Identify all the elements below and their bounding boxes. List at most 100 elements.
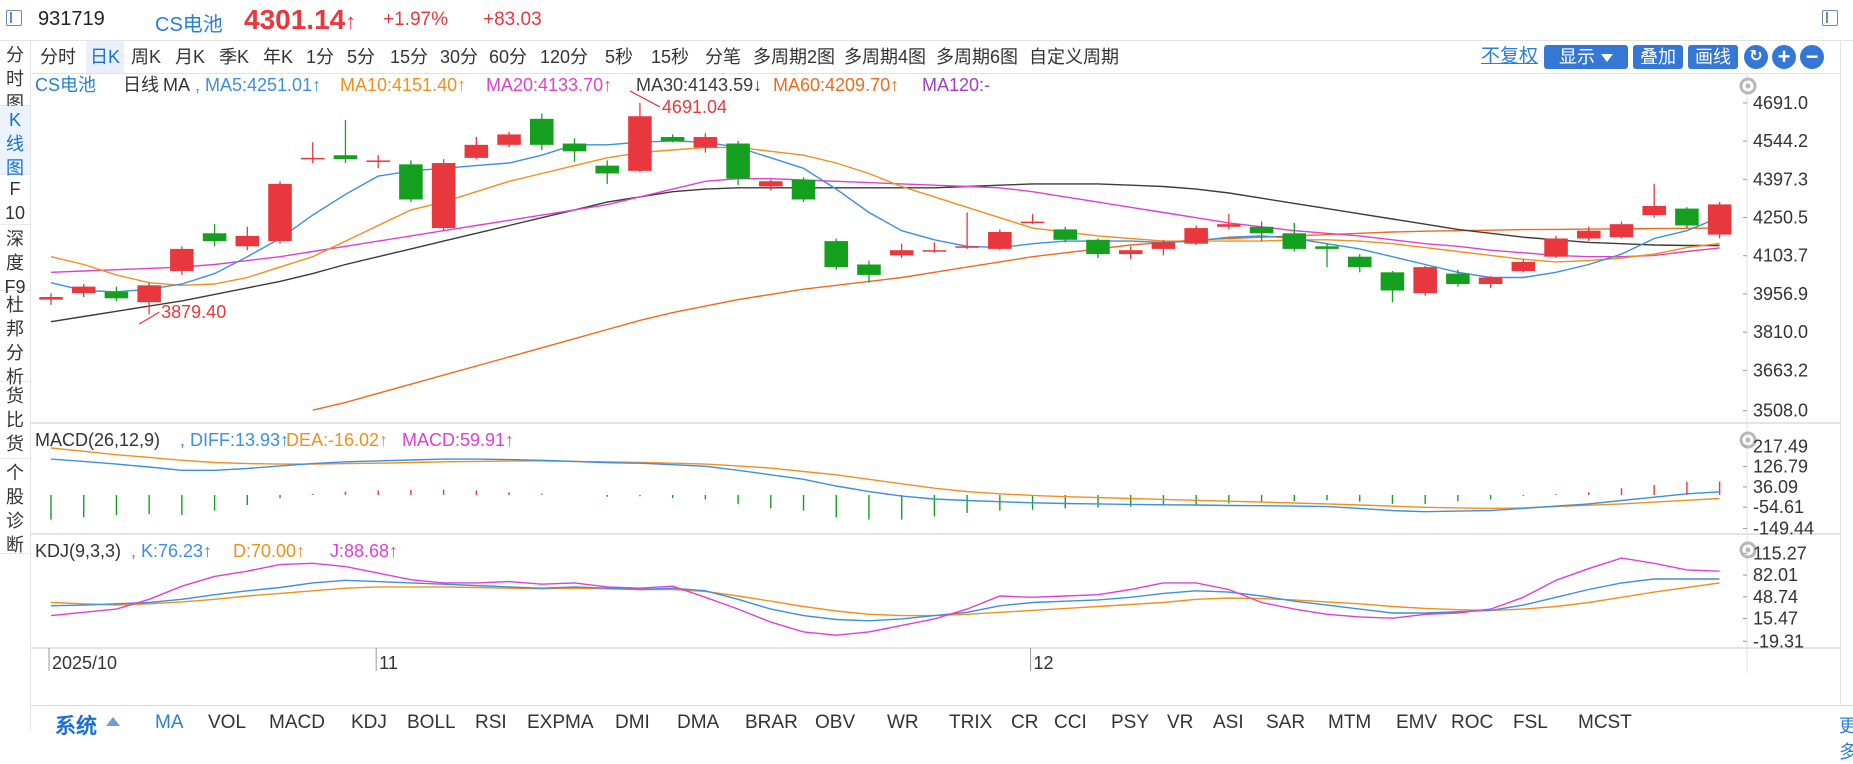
left-nav-item-3[interactable]: 深 度 F9 bbox=[0, 225, 30, 297]
candle-body-47 bbox=[1576, 230, 1601, 239]
candle-body-6 bbox=[235, 235, 260, 247]
caret-up-icon[interactable] bbox=[106, 717, 120, 726]
period-tab-16[interactable]: 多周期4图 bbox=[843, 47, 926, 67]
candle-body-30 bbox=[1020, 221, 1045, 224]
candle-body-50 bbox=[1675, 208, 1699, 226]
price-tick-label-1: 4544.2 bbox=[1753, 131, 1808, 151]
indicator-tab-obv[interactable]: OBV bbox=[815, 712, 856, 733]
candle-body-51 bbox=[1707, 204, 1732, 235]
candle-body-31 bbox=[1053, 229, 1078, 240]
period-tab-13[interactable]: 15秒 bbox=[650, 47, 690, 67]
period-tab-12[interactable]: 5秒 bbox=[604, 47, 633, 67]
period-tab-11[interactable]: 120分 bbox=[539, 47, 589, 67]
indicator-tab-cci[interactable]: CCI bbox=[1054, 712, 1087, 733]
candle-body-37 bbox=[1249, 226, 1274, 234]
macd-tick-label-0: 217.49 bbox=[1753, 436, 1808, 456]
settings-gear-icon-center-0 bbox=[1745, 83, 1751, 89]
system-indicators-button[interactable]: 系统 bbox=[55, 715, 97, 738]
candle-body-13 bbox=[464, 144, 489, 158]
indicator-bar: 系统 更多 MA VOL MACD KDJ BOLL RSI EXPMA DMI DMA BRAR… bbox=[31, 705, 1853, 762]
candle-body-39 bbox=[1315, 246, 1339, 249]
indicator-tab-dma[interactable]: DMA bbox=[677, 712, 720, 733]
candle-body-41 bbox=[1380, 272, 1405, 291]
left-nav-item-5[interactable]: 货 比 货 bbox=[0, 382, 30, 459]
price-tick-label-8: 3508.0 bbox=[1753, 401, 1808, 421]
indicator-tab-wr[interactable]: WR bbox=[887, 712, 919, 733]
left-nav-item-0[interactable]: 分 时 图 bbox=[0, 41, 30, 113]
kdj-tick-label-1: 82.01 bbox=[1753, 565, 1798, 585]
right-strip bbox=[1840, 41, 1853, 731]
indicator-tab-vol[interactable]: VOL bbox=[208, 712, 247, 733]
indicator-tab-emv[interactable]: EMV bbox=[1396, 712, 1438, 733]
indicator-tab-brar[interactable]: BRAR bbox=[745, 712, 798, 733]
indicator-tab-asi[interactable]: ASI bbox=[1213, 712, 1244, 733]
period-tab-18[interactable]: 自定义周期 bbox=[1029, 47, 1119, 67]
security-name[interactable]: CS电池 bbox=[155, 14, 223, 36]
left-nav-item-4[interactable]: 杜 邦 分 析 bbox=[0, 291, 30, 387]
more-indicators-link[interactable]: 更多 bbox=[1839, 716, 1853, 762]
candle-body-3 bbox=[137, 285, 161, 303]
candle-body-19 bbox=[660, 137, 685, 141]
price-tick-label-2: 4397.3 bbox=[1753, 169, 1808, 189]
caret-down-icon bbox=[1601, 54, 1613, 63]
kline-chart[interactable]: 4691.0 4544.2 4397.3 4250.5 4103.7 3956.9 3810… bbox=[31, 73, 1840, 705]
candle-body-40 bbox=[1347, 256, 1372, 268]
candle-body-20 bbox=[693, 137, 718, 148]
indicator-tab-expma[interactable]: EXPMA bbox=[527, 712, 594, 733]
display-button[interactable]: 显示 bbox=[1544, 45, 1628, 69]
period-tab-5[interactable]: 年K bbox=[262, 47, 293, 67]
zoom-out-icon[interactable]: − bbox=[1800, 45, 1824, 69]
period-tab-15[interactable]: 多周期2图 bbox=[752, 47, 835, 67]
period-tab-14[interactable]: 分笔 bbox=[705, 47, 741, 67]
zoom-in-icon[interactable]: + bbox=[1772, 45, 1796, 69]
candle-body-45 bbox=[1511, 261, 1536, 272]
macd-tick-label-1: 126.79 bbox=[1753, 457, 1808, 477]
macd-legend-item-1: , DIFF:13.93↑ bbox=[180, 430, 289, 450]
indicator-tab-trix[interactable]: TRIX bbox=[949, 712, 993, 733]
price-tick-label-6: 3810.0 bbox=[1753, 322, 1808, 342]
indicator-tab-ma[interactable]: MA bbox=[155, 712, 184, 733]
period-tab-9[interactable]: 30分 bbox=[439, 47, 479, 67]
candle-body-38 bbox=[1282, 233, 1307, 249]
indicator-tab-roc[interactable]: ROC bbox=[1451, 712, 1494, 733]
indicator-tab-boll[interactable]: BOLL bbox=[407, 712, 456, 733]
period-tab-8[interactable]: 15分 bbox=[389, 47, 429, 67]
indicator-tab-sar[interactable]: SAR bbox=[1266, 712, 1306, 733]
period-tab-4[interactable]: 季K bbox=[218, 47, 249, 67]
period-tab-10[interactable]: 60分 bbox=[488, 47, 528, 67]
last-price: 4301.14↑ bbox=[244, 4, 357, 35]
price-tick-label-7: 3663.2 bbox=[1753, 360, 1808, 380]
indicator-tab-fsl[interactable]: FSL bbox=[1513, 712, 1548, 733]
period-tab-6[interactable]: 1分 bbox=[305, 47, 334, 67]
candle-body-33 bbox=[1118, 250, 1143, 255]
indicator-tab-kdj[interactable]: KDJ bbox=[351, 712, 387, 733]
indicator-tab-vr[interactable]: VR bbox=[1167, 712, 1194, 733]
period-tab-0[interactable]: 分时 bbox=[40, 47, 76, 67]
sidebar-toggle-icon[interactable] bbox=[6, 10, 22, 26]
candle-body-46 bbox=[1544, 238, 1568, 257]
overlay-button[interactable]: 叠加 bbox=[1633, 45, 1683, 69]
indicator-tab-cr[interactable]: CR bbox=[1011, 712, 1039, 733]
period-tab-1[interactable]: 日K bbox=[86, 41, 124, 73]
indicator-tab-dmi[interactable]: DMI bbox=[615, 712, 650, 733]
period-tab-17[interactable]: 多周期6图 bbox=[935, 47, 1018, 67]
adjust-dropdown[interactable]: 不复权 bbox=[1481, 46, 1539, 67]
refresh-icon[interactable]: ↻ bbox=[1744, 45, 1768, 69]
indicator-tab-rsi[interactable]: RSI bbox=[475, 712, 507, 733]
left-nav-item-1[interactable]: K 线 图 bbox=[0, 106, 30, 178]
draw-line-button[interactable]: 画线 bbox=[1688, 45, 1738, 69]
period-tab-3[interactable]: 月K bbox=[174, 47, 205, 67]
indicator-tab-macd[interactable]: MACD bbox=[269, 712, 325, 733]
indicator-tab-mcst[interactable]: MCST bbox=[1578, 712, 1632, 733]
high-annotation-label: 4691.04 bbox=[662, 97, 727, 117]
period-tab-2[interactable]: 周K bbox=[130, 47, 161, 67]
indicator-tab-psy[interactable]: PSY bbox=[1111, 712, 1150, 733]
left-nav-item-2[interactable]: F 10 bbox=[0, 175, 30, 225]
settings-gear-icon-0 bbox=[1739, 77, 1757, 95]
left-nav-item-6[interactable]: 个 股 诊 断 bbox=[0, 459, 30, 555]
indicator-tab-mtm[interactable]: MTM bbox=[1328, 712, 1372, 733]
panel-toggle-icon[interactable] bbox=[1822, 10, 1838, 26]
change-amount: +83.03 bbox=[483, 9, 542, 30]
period-tab-7[interactable]: 5分 bbox=[346, 47, 375, 67]
